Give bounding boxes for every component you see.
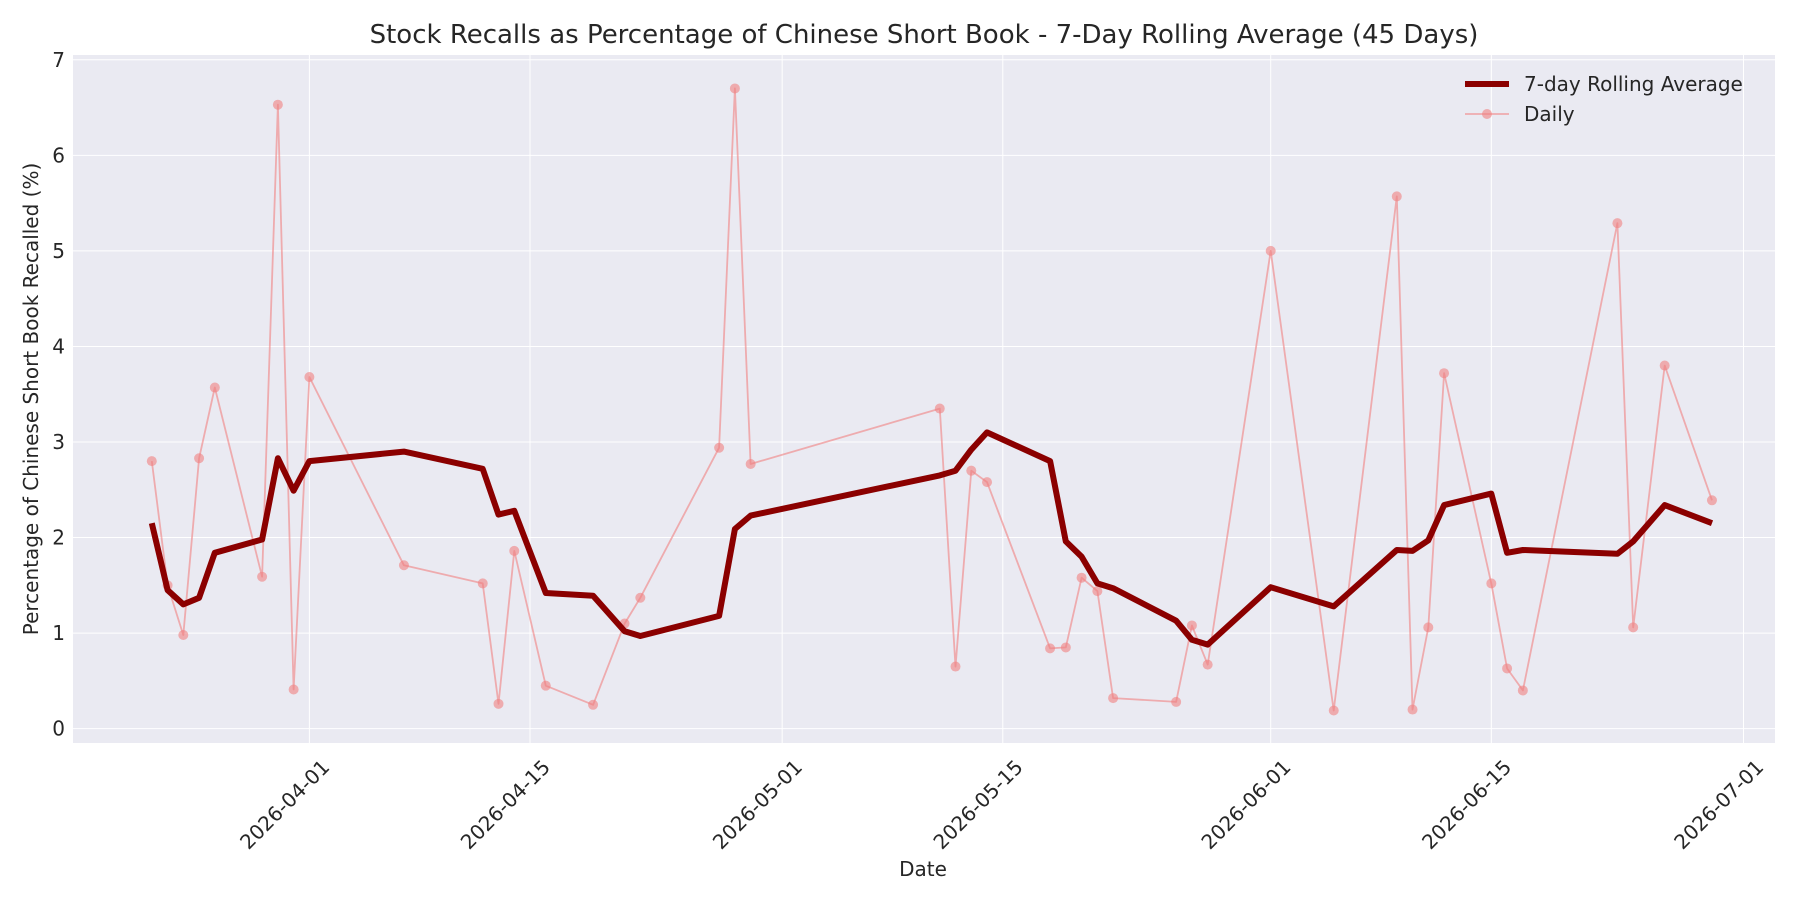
daily-point — [493, 698, 504, 709]
x-axis-label: Date — [899, 857, 947, 881]
daily-point — [304, 372, 315, 383]
daily-point — [477, 578, 488, 589]
daily-point — [1092, 586, 1103, 597]
x-tick-label: 2026-07-01 — [1669, 755, 1768, 854]
daily-point — [209, 382, 220, 393]
x-tick-label: 2026-05-01 — [708, 755, 807, 854]
daily-point — [1407, 704, 1418, 715]
daily-point — [288, 684, 299, 695]
daily-point — [1486, 578, 1497, 589]
y-tick-label: 4 — [52, 334, 65, 358]
daily-point — [146, 456, 157, 467]
daily-point — [272, 99, 283, 110]
daily-point — [178, 630, 189, 641]
daily-point — [714, 442, 725, 453]
rolling-average-line — [148, 429, 1714, 648]
daily-point — [1628, 622, 1639, 633]
daily-point — [982, 477, 993, 488]
legend-daily-marker — [1482, 109, 1492, 119]
legend: 7-day Rolling Average Daily — [1465, 72, 1743, 126]
daily-point — [588, 699, 599, 710]
daily-point — [1517, 685, 1528, 696]
daily-point — [1706, 495, 1717, 506]
x-tick-labels: 2026-04-01 2026-04-15 2026-05-01 2026-05-15… — [235, 755, 1768, 854]
daily-point — [509, 545, 520, 556]
daily-point — [635, 592, 646, 603]
daily-point — [1328, 705, 1339, 716]
daily-point — [1265, 245, 1276, 256]
daily-point — [1202, 659, 1213, 670]
y-axis-label: Percentage of Chinese Short Book Recalle… — [19, 163, 43, 636]
y-tick-label: 5 — [52, 239, 65, 263]
x-tick-label: 2026-05-15 — [928, 755, 1027, 854]
daily-point — [1045, 643, 1056, 654]
daily-point — [729, 83, 740, 94]
daily-point — [966, 465, 977, 476]
legend-daily-label: Daily — [1524, 102, 1575, 126]
y-tick-label: 7 — [52, 48, 65, 72]
daily-point — [398, 560, 409, 571]
daily-point — [1108, 693, 1119, 704]
x-tick-label: 2026-04-15 — [456, 755, 555, 854]
daily-point — [1076, 572, 1087, 583]
daily-point — [745, 458, 756, 469]
y-tick-label: 3 — [52, 430, 65, 454]
y-tick-label: 1 — [52, 621, 65, 645]
y-tick-labels: 0 1 2 3 4 5 6 7 — [52, 48, 65, 741]
daily-point — [1060, 642, 1071, 653]
daily-series-layer — [146, 83, 1717, 716]
daily-point — [1423, 622, 1434, 633]
plot-area-background — [73, 55, 1775, 743]
x-tick-label: 2026-06-01 — [1196, 755, 1295, 854]
y-tick-label: 6 — [52, 143, 65, 167]
y-tick-label: 0 — [52, 717, 65, 741]
daily-point — [1391, 191, 1402, 202]
daily-point — [1612, 218, 1623, 229]
rolling-series-layer — [148, 429, 1714, 648]
daily-point — [1439, 368, 1450, 379]
grid-layer — [73, 55, 1775, 743]
daily-point — [257, 571, 268, 582]
chart-title: Stock Recalls as Percentage of Chinese S… — [370, 20, 1479, 50]
daily-point — [1171, 696, 1182, 707]
daily-point — [934, 403, 945, 414]
daily-point — [1186, 620, 1197, 631]
x-tick-label: 2026-04-01 — [235, 755, 334, 854]
legend-rolling-label: 7-day Rolling Average — [1524, 72, 1743, 96]
x-tick-label: 2026-06-15 — [1417, 755, 1516, 854]
daily-point — [1502, 663, 1513, 674]
daily-point — [1659, 360, 1670, 371]
y-tick-label: 2 — [52, 526, 65, 550]
daily-point — [194, 453, 205, 464]
daily-point — [540, 680, 551, 691]
daily-point — [950, 661, 961, 672]
